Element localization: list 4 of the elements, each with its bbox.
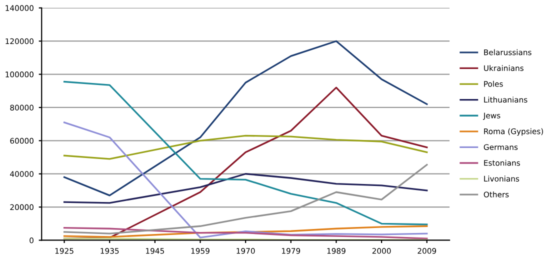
line-series bbox=[63, 134, 428, 160]
line-series bbox=[63, 40, 428, 196]
line-series bbox=[63, 122, 428, 238]
line-series bbox=[63, 173, 428, 204]
